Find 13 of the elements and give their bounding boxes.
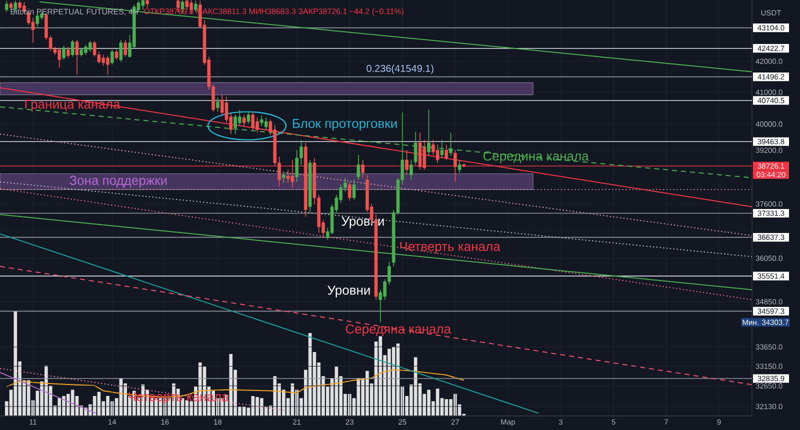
annotation: Середина канала xyxy=(483,151,589,164)
band-label: Зона поддержки xyxy=(70,176,167,188)
annotation: Четверть канала xyxy=(400,242,500,254)
annotation: Середяна канала xyxy=(346,324,452,336)
annotation: Граница канала xyxy=(25,100,120,112)
annotation: Блок проторговки xyxy=(292,118,397,131)
bar xyxy=(58,398,62,416)
bar xyxy=(444,399,448,416)
bar xyxy=(229,354,233,416)
annotation: Уровни xyxy=(328,286,370,298)
bar xyxy=(251,396,255,416)
bar xyxy=(273,376,277,416)
annotation: 0.236(41549.1) xyxy=(366,64,434,74)
